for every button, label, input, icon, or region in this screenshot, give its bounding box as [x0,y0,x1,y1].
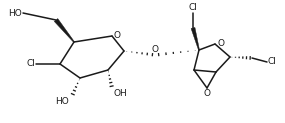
Text: Cl: Cl [189,3,198,12]
Text: O: O [203,89,211,98]
Text: OH: OH [113,89,127,98]
Text: HO: HO [55,97,69,106]
Polygon shape [54,19,74,42]
Text: O: O [152,45,158,54]
Text: Cl: Cl [26,60,35,69]
Text: Cl: Cl [268,57,277,67]
Text: O: O [114,31,121,39]
Polygon shape [191,27,200,50]
Text: HO: HO [8,8,22,17]
Text: O: O [217,38,224,47]
